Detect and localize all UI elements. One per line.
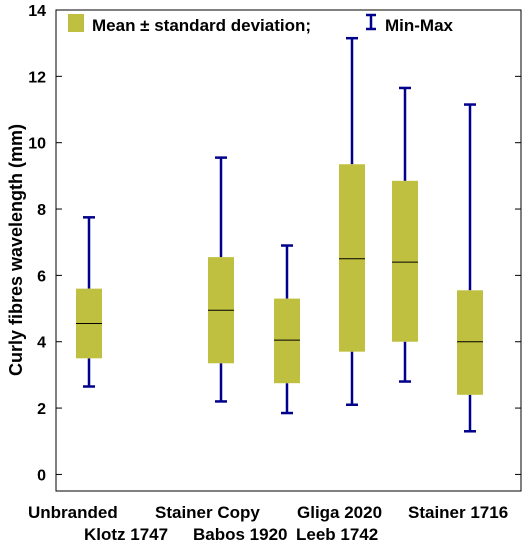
y-axis-title: Curly fibres wavelength (mm) xyxy=(6,124,26,376)
y-tick-label-5: 10 xyxy=(28,136,46,153)
box-body-leeb-1742 xyxy=(392,180,418,342)
box-stainer-1716 xyxy=(457,103,483,433)
x-label-leeb-1742: Leeb 1742 xyxy=(296,525,378,544)
legend-whisker-swatch xyxy=(366,13,376,31)
y-tick-label-3: 6 xyxy=(37,268,46,285)
y-tick-label-6: 12 xyxy=(28,69,46,86)
box-babos-1920 xyxy=(274,244,300,415)
x-axis-labels: Unbranded Klotz 1747 Stainer Copy Babos … xyxy=(28,503,508,544)
x-label-klotz-1747: Klotz 1747 xyxy=(84,525,168,544)
box-series xyxy=(76,36,483,433)
box-leeb-1742 xyxy=(392,86,418,383)
y-tick-label-2: 4 xyxy=(37,335,46,352)
y-tick-label-0: 0 xyxy=(37,467,46,484)
x-label-stainer-copy: Stainer Copy xyxy=(155,503,260,522)
x-label-gliga-2020: Gliga 2020 xyxy=(297,503,382,522)
legend-whisker-label: Min-Max xyxy=(385,16,454,35)
box-body-babos-1920 xyxy=(274,298,300,384)
legend-box-label: Mean ± standard deviation; xyxy=(92,16,311,35)
y-tick-label-7: 14 xyxy=(28,3,46,20)
box-unbranded xyxy=(76,216,102,388)
y-tick-label-1: 2 xyxy=(37,401,46,418)
y-axis: 0 2 4 6 8 10 12 14 xyxy=(28,3,521,484)
box-gliga-2020 xyxy=(339,36,365,407)
x-label-stainer-1716: Stainer 1716 xyxy=(408,503,508,522)
legend: Mean ± standard deviation; Min-Max xyxy=(68,13,454,35)
plot-frame xyxy=(55,9,522,492)
box-body-gliga-2020 xyxy=(339,164,365,352)
box-stainer-copy xyxy=(208,156,234,403)
y-tick-label-4: 8 xyxy=(37,202,46,219)
box-body-stainer-1716 xyxy=(457,290,483,395)
legend-box-swatch xyxy=(68,14,84,32)
x-label-unbranded: Unbranded xyxy=(28,503,118,522)
x-label-babos-1920: Babos 1920 xyxy=(193,525,288,544)
